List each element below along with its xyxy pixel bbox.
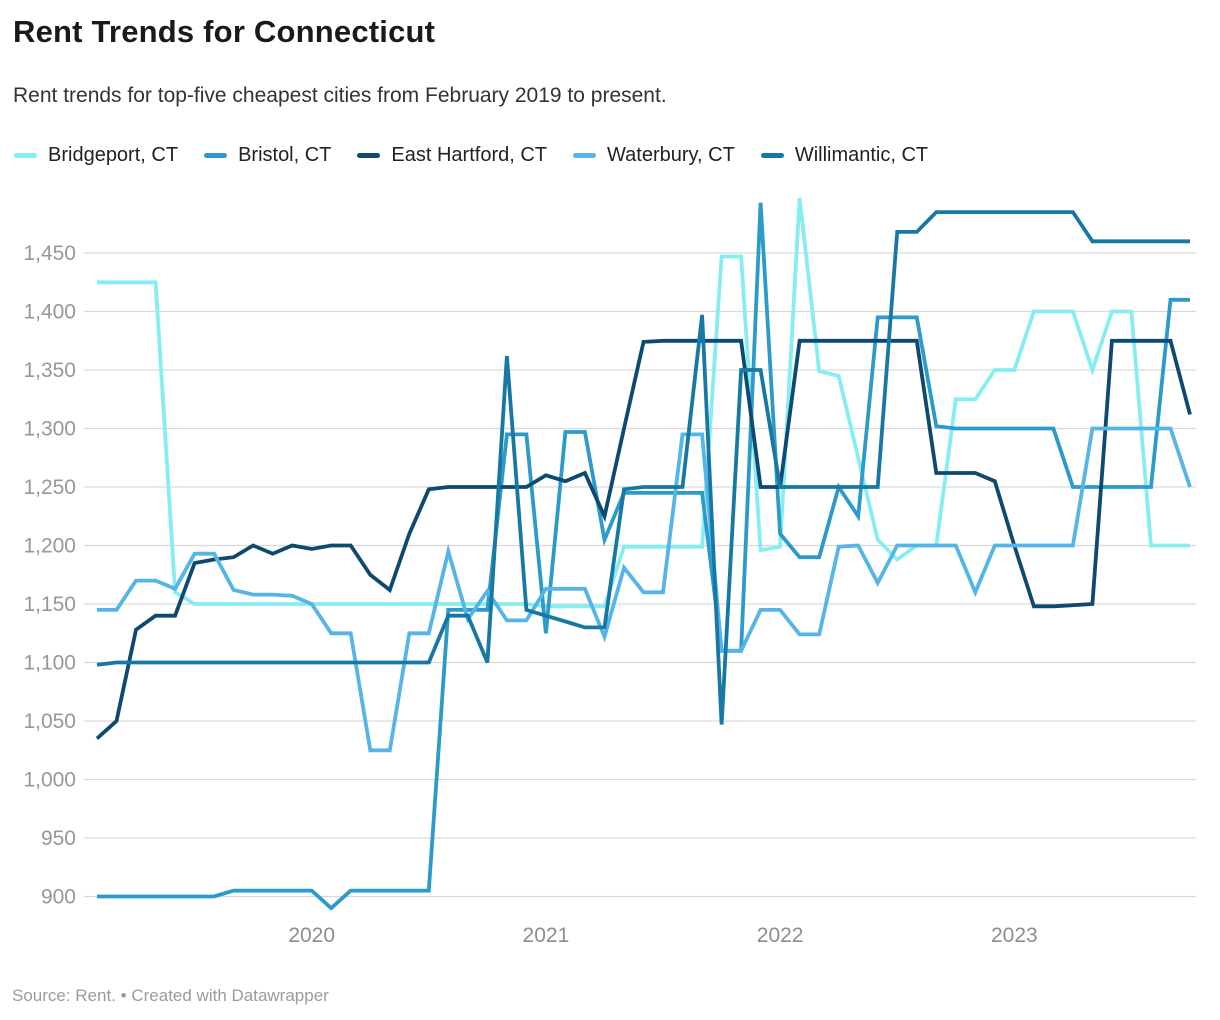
legend-swatch-icon — [204, 153, 228, 158]
y-axis-tick-label: 900 — [41, 886, 76, 909]
line-bridgeport — [97, 197, 1190, 609]
line-bristol — [97, 202, 1190, 911]
x-axis-tick-label: 2023 — [991, 924, 1038, 947]
line-willimantic — [96, 210, 1190, 725]
y-axis-tick-label: 1,350 — [23, 359, 76, 382]
line-chart: 900 950 1,000 1,050 1,100 1,150 1,200 1,250 1,30… — [23, 197, 1196, 947]
x-axis-tick-label: 2022 — [757, 924, 804, 947]
line-waterbury — [97, 426, 1192, 753]
y-axis-tick-label: 1,450 — [23, 242, 76, 265]
legend-label: Bridgeport, CT — [48, 144, 179, 166]
legend-swatch-icon — [357, 153, 381, 158]
source-attribution: Source: Rent. • Created with Datawrapper — [12, 986, 329, 1005]
legend-item-waterbury: Waterbury, CT — [573, 144, 735, 167]
x-axis-tick-label: 2020 — [288, 924, 335, 947]
legend-swatch-icon — [760, 153, 784, 158]
legend-label: East Hartford, CT — [391, 144, 548, 166]
line-east-hartford — [95, 338, 1192, 740]
y-axis-tick-label: 1,250 — [23, 476, 76, 499]
x-axis-tick-label: 2021 — [523, 924, 570, 947]
page-title: Rent Trends for Connecticut — [13, 14, 436, 49]
legend-item-willimantic: Willimantic, CT — [760, 144, 929, 167]
legend-swatch-icon — [573, 153, 597, 158]
y-axis-tick-label: 950 — [41, 827, 76, 850]
legend-swatch-icon — [14, 153, 37, 158]
y-axis-tick-label: 1,200 — [23, 535, 76, 558]
y-axis-tick-label: 1,150 — [23, 593, 76, 616]
legend-item-bridgeport: Bridgeport, CT — [14, 144, 178, 167]
legend-label: Bristol, CT — [238, 144, 332, 166]
legend-label: Willimantic, CT — [794, 144, 929, 166]
legend-item-east-hartford: East Hartford, CT — [357, 144, 547, 167]
y-axis-tick-label: 1,300 — [23, 418, 76, 441]
chart-legend: Bridgeport, CT Bristol, CT East Hartford, … — [14, 144, 928, 167]
y-axis-tick-label: 1,100 — [23, 652, 76, 675]
chart-subtitle: Rent trends for top-five cheapest cities… — [13, 84, 667, 107]
y-axis-tick-label: 1,050 — [23, 710, 76, 733]
y-axis-tick-label: 1,000 — [23, 769, 76, 792]
legend-label: Waterbury, CT — [607, 144, 735, 166]
legend-item-bristol: Bristol, CT — [204, 144, 331, 167]
y-axis-tick-label: 1,400 — [23, 301, 76, 324]
